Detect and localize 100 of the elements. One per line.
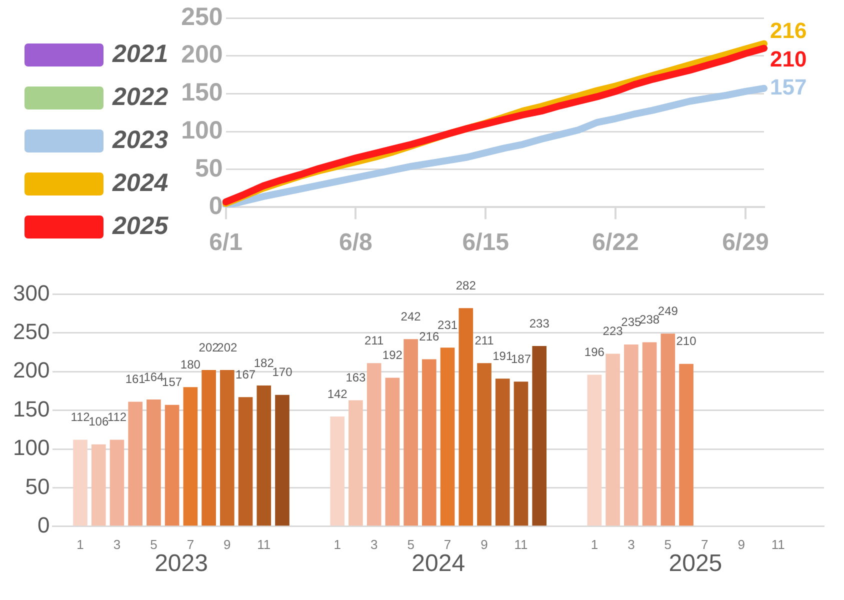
x-tick-label: 7 [444,536,452,552]
data-label: 216 [419,330,440,344]
legend-label: 2021 [112,40,168,68]
x-tick-label: 3 [628,536,635,552]
legend-label: 2025 [112,212,170,240]
x-tick-label: 11 [257,536,271,552]
data-label: 242 [400,309,422,324]
x-tick-label: 6/15 [462,229,509,256]
y-tick-label: 300 [12,280,50,306]
x-tick-label: 1 [590,536,598,552]
x-tick-label: 7 [186,536,194,552]
bar [146,399,161,526]
x-tick-label: 9 [480,536,488,552]
data-label: 106 [88,414,109,429]
bar [91,444,106,526]
bar [422,359,436,526]
x-tick-label: 11 [514,536,528,552]
legend-label: 2023 [112,126,168,154]
data-label: 182 [254,356,274,370]
bar [275,394,290,526]
bar [366,363,382,526]
bar [624,344,638,526]
data-label: 233 [529,316,550,330]
data-label: 192 [382,348,403,362]
data-label: 231 [438,318,458,332]
bar [477,363,492,526]
x-tick-label: 6/29 [722,229,769,256]
text: 2023 [154,550,208,578]
x-tick-label: 5 [150,536,158,552]
bar [642,342,657,526]
y-tick-label: 0 [37,512,50,538]
data-label: 161 [125,372,146,386]
text: 2024 [412,550,466,578]
y-tick-label: 100 [12,435,50,460]
bar [128,402,143,526]
data-label: 210 [770,46,807,72]
data-label: 164 [144,370,164,384]
x-tick-label: 1 [334,536,341,552]
bar [202,370,216,526]
data-label: 210 [676,334,697,348]
y-tick-label: 150 [12,396,50,422]
data-label: 180 [180,357,201,372]
x-tick-label: 3 [113,536,121,552]
bar [514,382,528,526]
bar [404,339,418,526]
x-tick-label: 6/8 [339,229,372,256]
data-label: 157 [162,375,182,390]
x-tick-label: 5 [407,536,414,552]
data-label: 167 [236,367,256,382]
x-tick-label: 9 [224,536,231,552]
y-tick-label: 0 [208,192,223,220]
bar [440,348,455,526]
bar [532,346,547,526]
y-tick-label: 250 [12,318,50,344]
bar [385,378,400,526]
data-label: 112 [70,410,90,424]
bar [238,397,253,526]
data-label: 112 [107,410,127,424]
x-tick-label: 1 [76,536,84,552]
y-tick-label: 100 [181,116,223,144]
x-tick-label: 9 [738,536,745,552]
y-tick-label: 50 [25,474,50,499]
bar [220,370,234,526]
bar [606,354,620,526]
data-label: 142 [327,386,348,401]
data-label: 211 [364,333,384,348]
data-label: 157 [770,74,807,100]
bar [110,440,124,526]
data-label: 216 [770,18,807,43]
data-label: 187 [510,352,532,366]
bar [183,387,198,526]
bar [660,334,676,526]
y-tick-label: 50 [195,154,223,182]
x-tick-label: 6/22 [592,229,639,256]
x-tick-label: 5 [664,536,672,552]
x-tick-label: 6/1 [209,229,243,256]
data-label: 163 [346,370,366,385]
legend-label: 2024 [112,168,168,197]
data-label: 170 [272,365,293,380]
y-tick-label: 150 [181,78,223,107]
data-label: 211 [474,333,494,348]
y-tick-label: 200 [181,40,223,69]
bar [679,364,694,526]
data-label: 191 [492,348,513,363]
text: 2025 [668,550,722,578]
bar [348,400,363,526]
data-label: 249 [658,304,678,318]
y-tick-label: 200 [12,358,50,383]
bar [330,416,345,526]
data-label: 238 [640,312,660,326]
legend-label: 2022 [112,82,168,111]
bar [256,386,272,526]
x-tick-label: 11 [771,536,785,552]
data-label: 196 [584,345,605,360]
x-tick-label: 3 [370,536,378,552]
x-tick-label: 7 [701,536,708,552]
bar [73,440,88,526]
data-label: 202 [198,340,220,354]
bar [458,308,474,526]
bar [495,378,510,526]
